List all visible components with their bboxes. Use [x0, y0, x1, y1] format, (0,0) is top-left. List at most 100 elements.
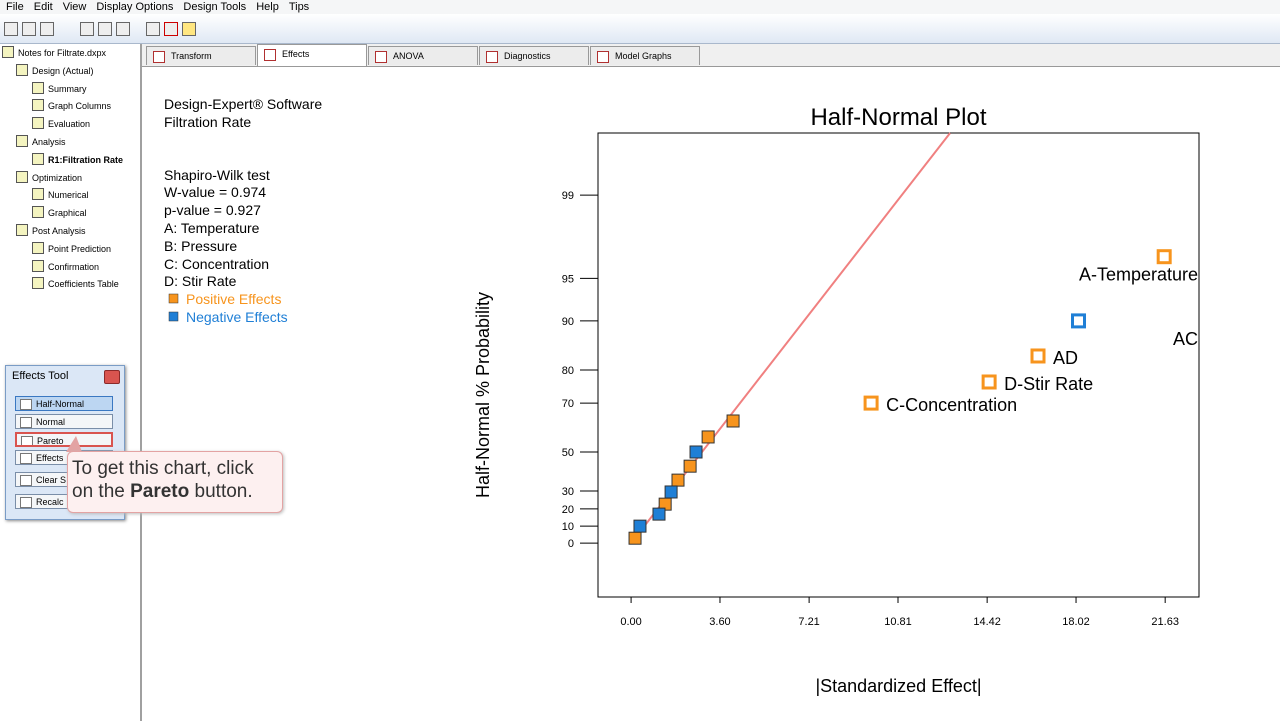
window-title: Effects Tool: [12, 370, 69, 382]
tree-label: Design (Actual): [32, 65, 94, 76]
tree-item[interactable]: Graphical: [32, 206, 87, 220]
info-line: Design-Expert® Software: [164, 96, 323, 112]
tree-item[interactable]: Evaluation: [32, 117, 90, 131]
tab[interactable]: ANOVA: [368, 46, 478, 65]
new-icon[interactable]: [4, 22, 18, 36]
tree-label: Notes for Filtrate.dxpx: [18, 48, 107, 58]
tree-label: Summary: [48, 83, 87, 94]
menu-item[interactable]: Design Tools: [183, 1, 247, 13]
button-icon: [20, 497, 32, 508]
tree-icon: [32, 81, 44, 94]
tree-item[interactable]: Optimization: [16, 170, 82, 185]
button-label: Effects: [36, 453, 64, 463]
tree-label: Evaluation: [48, 119, 91, 130]
info-line: Shapiro-Wilk test: [164, 166, 270, 183]
button-icon: [20, 475, 32, 486]
tab-icon: [597, 51, 609, 63]
cut-icon[interactable]: [80, 22, 94, 36]
tab-label: Transform: [171, 51, 212, 61]
help-icon[interactable]: [164, 22, 178, 36]
button-icon: [20, 399, 32, 410]
y-tick-label: 80: [562, 365, 574, 377]
tree-item[interactable]: Graph Columns: [32, 99, 111, 113]
tool-button[interactable]: Pareto: [15, 432, 113, 447]
tool-button[interactable]: Normal: [15, 414, 113, 429]
menu-item[interactable]: Display Options: [96, 1, 174, 13]
legend-label: Positive Effects: [186, 291, 281, 307]
point-label: AC: [1173, 329, 1198, 349]
button-icon: [20, 417, 32, 428]
open-icon[interactable]: [22, 22, 36, 36]
tree-item[interactable]: R1:Filtration Rate: [32, 152, 123, 167]
info-line: D: Stir Rate: [164, 273, 237, 290]
close-button[interactable]: [104, 370, 120, 384]
tab[interactable]: Diagnostics: [479, 46, 589, 65]
tree-icon: [16, 170, 28, 183]
tree-label: Post Analysis: [32, 226, 86, 236]
copy-icon[interactable]: [98, 22, 112, 36]
tree-icon: [16, 63, 28, 76]
callout-text: To get this chart, click: [72, 458, 254, 479]
tree-item[interactable]: Coefficients Table: [32, 277, 119, 291]
callout-bold: Pareto: [130, 481, 190, 502]
tab-label: Effects: [282, 49, 310, 59]
menu-item[interactable]: Tips: [288, 1, 310, 13]
y-axis-title: Half-Normal % Probability: [473, 292, 493, 498]
legend-swatch: [168, 293, 179, 304]
save-icon[interactable]: [40, 22, 54, 36]
data-point: [683, 459, 697, 473]
data-point: [1156, 249, 1172, 265]
tree-item[interactable]: Post Analysis: [16, 224, 86, 238]
button-label: Recalc: [36, 497, 64, 507]
y-tick-label: 10: [562, 521, 574, 533]
tree-item[interactable]: Analysis: [16, 135, 66, 149]
callout-text: button.: [189, 481, 253, 502]
legend-label: Negative Effects: [186, 309, 288, 325]
data-point: [1030, 348, 1046, 364]
menu-item[interactable]: Edit: [33, 1, 53, 13]
info-panel: Design-Expert® Software Filtration Rate Sh…: [164, 96, 322, 291]
tree-item[interactable]: Summary: [32, 81, 87, 96]
data-point: [671, 473, 685, 487]
tab[interactable]: Model Graphs: [590, 46, 700, 65]
tab-label: Diagnostics: [504, 51, 551, 61]
tree-icon: [32, 99, 44, 112]
tree-item[interactable]: Design (Actual): [16, 63, 94, 78]
tips-icon[interactable]: [182, 22, 196, 36]
paste-icon[interactable]: [116, 22, 130, 36]
y-tick-label: 0: [568, 538, 574, 550]
tree-icon: [32, 277, 44, 290]
print-icon[interactable]: [146, 22, 160, 36]
menu-item[interactable]: View: [62, 1, 87, 13]
tab-label: ANOVA: [393, 51, 424, 61]
data-point: [1071, 313, 1087, 329]
tree-item[interactable]: Point Prediction: [32, 241, 111, 256]
tab[interactable]: Effects: [257, 44, 367, 66]
tab[interactable]: Transform: [146, 46, 256, 65]
tree-item[interactable]: Confirmation: [32, 259, 99, 274]
tree-icon: [32, 188, 44, 201]
tree-item[interactable]: Notes for Filtrate.dxpx: [2, 46, 106, 60]
tool-button[interactable]: Half-Normal: [15, 396, 113, 411]
x-tick-label: 3.60: [709, 616, 730, 628]
y-tick-label: 90: [562, 316, 574, 328]
menu-item[interactable]: File: [6, 1, 24, 13]
plot-frame: [597, 132, 1200, 598]
y-tick-label: 99: [562, 190, 574, 202]
chart-title: Half-Normal Plot: [810, 104, 986, 131]
tree-icon: [32, 117, 44, 130]
info-line: B: Pressure: [164, 237, 238, 254]
legend-swatch: [168, 311, 179, 322]
info-line: W-value = 0.974: [164, 184, 267, 201]
data-point: [701, 430, 715, 444]
tree-label: Coefficients Table: [48, 279, 119, 290]
tree-item[interactable]: Numerical: [32, 188, 89, 202]
callout: To get this chart, click on the Pareto b…: [67, 451, 283, 513]
menu-item[interactable]: Help: [256, 1, 279, 13]
tab-icon: [264, 49, 276, 61]
x-tick-label: 18.02: [1062, 616, 1090, 628]
tab-strip: Transform Effects ANOVA Diagnostics Model Gr…: [142, 44, 1280, 67]
point-label: A-Temperature: [1079, 265, 1198, 285]
tree-label: Graph Columns: [48, 101, 112, 112]
